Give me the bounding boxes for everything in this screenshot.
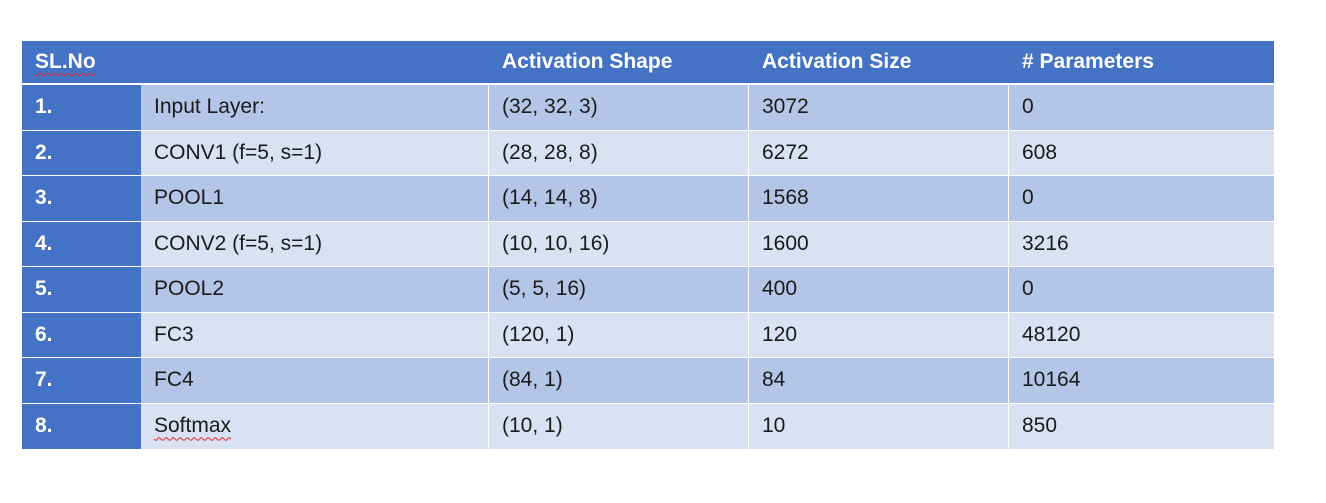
header-layer xyxy=(141,41,489,85)
table-row: 1. Input Layer: (32, 32, 3) 3072 0 xyxy=(22,85,1274,131)
row-number-cell: 7. xyxy=(22,358,141,404)
parameters-cell: 48120 xyxy=(1009,312,1274,358)
header-activation-shape: Activation Shape xyxy=(489,41,749,85)
activation-shape-cell: (10, 10, 16) xyxy=(489,221,749,267)
parameters-cell: 0 xyxy=(1009,267,1274,313)
layers-table: SL.No Activation Shape Activation Size #… xyxy=(22,41,1274,449)
layer-name-cell: Input Layer: xyxy=(141,85,489,131)
parameters-cell: 0 xyxy=(1009,85,1274,131)
activation-shape-cell: (120, 1) xyxy=(489,312,749,358)
layer-name-cell: FC3 xyxy=(141,312,489,358)
table-row: 8. Softmax (10, 1) 10 850 xyxy=(22,403,1274,449)
row-number-cell: 5. xyxy=(22,267,141,313)
layer-name-text: Softmax xyxy=(154,414,232,438)
layer-name-cell: CONV2 (f=5, s=1) xyxy=(141,221,489,267)
row-number-cell: 1. xyxy=(22,85,141,131)
header-activation-size: Activation Size xyxy=(749,41,1009,85)
parameters-cell: 850 xyxy=(1009,403,1274,449)
layer-name-cell: FC4 xyxy=(141,358,489,404)
activation-shape-cell: (10, 1) xyxy=(489,403,749,449)
header-row: SL.No Activation Shape Activation Size #… xyxy=(22,41,1274,85)
activation-size-cell: 10 xyxy=(749,403,1009,449)
header-sl-no: SL.No xyxy=(22,41,141,85)
table-row: 3. POOL1 (14, 14, 8) 1568 0 xyxy=(22,176,1274,222)
activation-size-cell: 400 xyxy=(749,267,1009,313)
table-row: 7. FC4 (84, 1) 84 10164 xyxy=(22,358,1274,404)
layer-name-cell: POOL1 xyxy=(141,176,489,222)
header-sl-no-text: SL.No xyxy=(35,50,96,73)
parameters-cell: 0 xyxy=(1009,176,1274,222)
activation-size-cell: 1568 xyxy=(749,176,1009,222)
activation-size-cell: 1600 xyxy=(749,221,1009,267)
parameters-cell: 10164 xyxy=(1009,358,1274,404)
layer-name-cell: CONV1 (f=5, s=1) xyxy=(141,130,489,176)
activation-shape-cell: (5, 5, 16) xyxy=(489,267,749,313)
activation-size-cell: 84 xyxy=(749,358,1009,404)
activation-size-cell: 120 xyxy=(749,312,1009,358)
table-row: 6. FC3 (120, 1) 120 48120 xyxy=(22,312,1274,358)
layer-name-cell: Softmax xyxy=(141,403,489,449)
table-row: 4. CONV2 (f=5, s=1) (10, 10, 16) 1600 32… xyxy=(22,221,1274,267)
parameters-cell: 3216 xyxy=(1009,221,1274,267)
parameters-cell: 608 xyxy=(1009,130,1274,176)
table-row: 5. POOL2 (5, 5, 16) 400 0 xyxy=(22,267,1274,313)
activation-shape-cell: (84, 1) xyxy=(489,358,749,404)
row-number-cell: 2. xyxy=(22,130,141,176)
header-parameters: # Parameters xyxy=(1009,41,1274,85)
layer-name-cell: POOL2 xyxy=(141,267,489,313)
activation-size-cell: 6272 xyxy=(749,130,1009,176)
activation-size-cell: 3072 xyxy=(749,85,1009,131)
activation-shape-cell: (28, 28, 8) xyxy=(489,130,749,176)
row-number-cell: 6. xyxy=(22,312,141,358)
activation-shape-cell: (14, 14, 8) xyxy=(489,176,749,222)
row-number-cell: 3. xyxy=(22,176,141,222)
row-number-cell: 8. xyxy=(22,403,141,449)
table-row: 2. CONV1 (f=5, s=1) (28, 28, 8) 6272 608 xyxy=(22,130,1274,176)
row-number-cell: 4. xyxy=(22,221,141,267)
activation-shape-cell: (32, 32, 3) xyxy=(489,85,749,131)
